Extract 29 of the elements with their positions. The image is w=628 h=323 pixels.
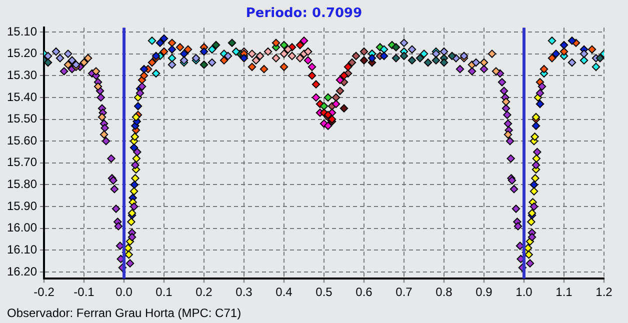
y-tick-label: 15.80 xyxy=(7,177,38,192)
x-tick-label: 0.6 xyxy=(356,285,373,300)
y-tick-label: 15.40 xyxy=(7,90,38,104)
x-tick-label: 0.3 xyxy=(236,285,253,300)
x-tick-label: -0.1 xyxy=(74,285,95,300)
x-tick-label: 0.8 xyxy=(436,285,453,300)
y-tick-label: 15.10 xyxy=(7,24,38,38)
x-tick-label: 0.4 xyxy=(276,285,293,300)
y-tick-label: 16.00 xyxy=(7,220,38,235)
y-tick-label: 16.10 xyxy=(7,242,38,257)
y-tick-label: 15.20 xyxy=(7,46,38,60)
x-tick-label: 0.2 xyxy=(196,285,213,300)
x-tick-label: 0.5 xyxy=(316,285,333,300)
x-tick-label: 1.1 xyxy=(556,285,573,300)
x-tick-label: 0.1 xyxy=(156,285,173,300)
y-tick-label: 16.20 xyxy=(7,264,38,278)
y-tick-label: 15.90 xyxy=(7,198,38,213)
x-tick-label: 0.7 xyxy=(396,285,413,300)
text: Observador: Ferran Grau Horta (MPC: C71) xyxy=(7,306,242,320)
y-tick-label: 15.70 xyxy=(7,155,38,170)
y-tick-label: 15.60 xyxy=(7,133,38,148)
x-tick-label: 0.9 xyxy=(476,285,493,300)
x-tick-label: 1.0 xyxy=(516,285,533,300)
y-tick-label: 15.50 xyxy=(7,112,38,126)
x-tick-label: 0.0 xyxy=(116,285,133,300)
y-tick-label: 15.30 xyxy=(7,68,38,82)
chart-title: Periodo: 0.7099 xyxy=(246,6,362,22)
x-tick-label: 1.2 xyxy=(596,285,613,300)
x-tick-label: -0.2 xyxy=(34,285,55,300)
